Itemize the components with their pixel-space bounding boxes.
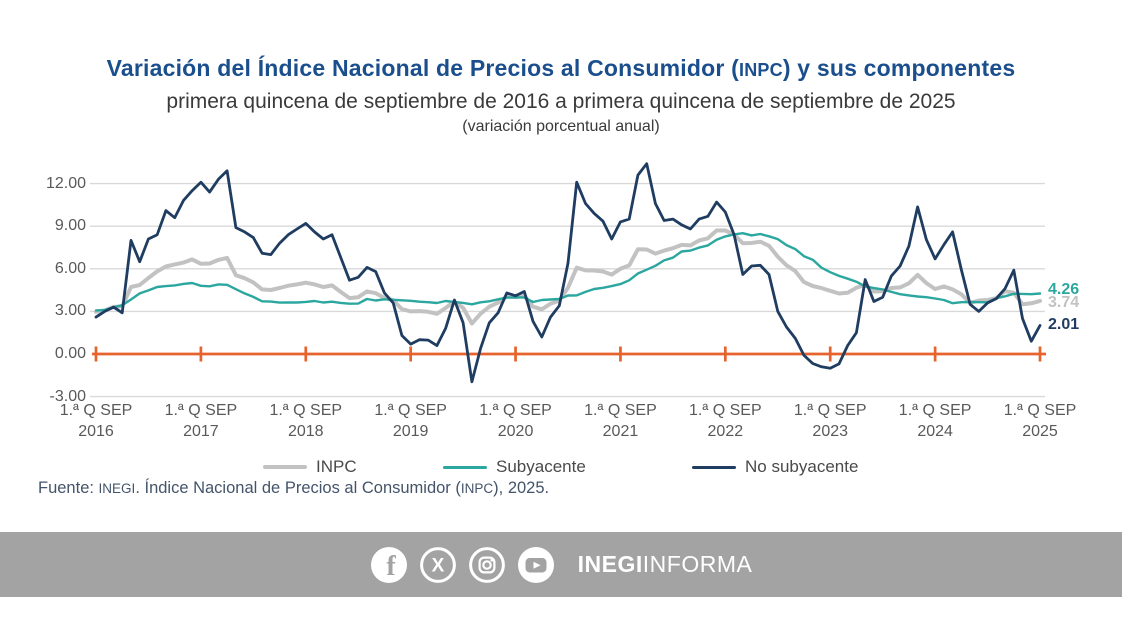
- series-line-subyacente: [94, 231, 1042, 312]
- y-axis-tick-label: -3.00: [49, 387, 86, 405]
- legend-item-no-subyacente: No subyacente: [692, 457, 858, 477]
- x-axis-tick-label: 1.ª Q SEP 2020: [479, 402, 552, 440]
- svg-text:f: f: [386, 551, 396, 582]
- y-axis-tick-label: 6.00: [54, 259, 86, 277]
- inegi-informa-brand: INEGIINFORMA: [578, 551, 753, 578]
- title-acronym: INPC: [739, 60, 783, 80]
- page-title: Variación del Índice Nacional de Precios…: [0, 55, 1122, 82]
- title-text: Variación del Índice Nacional de Precios…: [106, 55, 739, 81]
- legend-item-inpc: INPC: [263, 457, 357, 477]
- source-post: ), 2025.: [493, 479, 550, 497]
- brand-light: INFORMA: [642, 551, 753, 577]
- source-inpc-acronym: INPC: [460, 481, 494, 496]
- source-pre: Fuente:: [38, 479, 99, 497]
- footer-bar: f X INEGIINFORMA: [0, 532, 1122, 597]
- series-line-no-subyacente: [94, 162, 1042, 384]
- y-axis-tick-label: 3.00: [54, 302, 86, 320]
- series-end-label-no-subyacente: 2.01: [1048, 316, 1080, 334]
- x-axis-tick-label: 1.ª Q SEP 2022: [689, 402, 762, 440]
- legend-swatch: [692, 465, 736, 469]
- y-axis-tick-label: 12.00: [45, 174, 86, 192]
- legend-item-subyacente: Subyacente: [443, 457, 586, 477]
- series-line-inpc: [94, 228, 1042, 326]
- x-axis-tick-label: 1.ª Q SEP 2024: [898, 402, 972, 440]
- x-axis-tick-label: 1.ª Q SEP 2019: [374, 402, 447, 440]
- x-axis-tick-label: 1.ª Q SEP 2023: [793, 402, 867, 440]
- x-axis-tick-label: 1.ª Q SEP 2021: [584, 402, 657, 440]
- source-inegi-acronym: INEGI: [98, 481, 136, 496]
- instagram-icon[interactable]: [468, 546, 506, 584]
- legend-swatch: [263, 465, 307, 469]
- svg-text:X: X: [431, 555, 444, 576]
- brand-bold: INEGI: [577, 551, 643, 577]
- x-axis-tick-label: 1.ª Q SEP 2018: [269, 402, 343, 440]
- facebook-icon[interactable]: f: [370, 546, 408, 584]
- x-axis-tick-label: 1.ª Q SEP 2016: [59, 402, 133, 440]
- y-axis-tick-label: 9.00: [54, 217, 86, 235]
- chart-subtitle: primera quincena de septiembre de 2016 a…: [166, 90, 956, 113]
- source-mid: . Índice Nacional de Precios al Consumid…: [135, 479, 461, 497]
- x-icon[interactable]: X: [419, 546, 457, 584]
- legend-swatch: [443, 465, 487, 469]
- x-axis-tick-label: 1.ª Q SEP 2017: [164, 402, 238, 440]
- youtube-icon[interactable]: [517, 546, 555, 584]
- y-axis-tick-label: 0.00: [54, 345, 86, 362]
- x-axis-tick-label: 1.ª Q SEP 2025: [1003, 402, 1077, 440]
- chart-units-note: (variación porcentual anual): [462, 118, 660, 135]
- source-note: Fuente: INEGI. Índice Nacional de Precio…: [38, 479, 549, 498]
- series-end-label-inpc: 3.74: [1048, 293, 1080, 311]
- title-text-end: ) y sus componentes: [782, 55, 1016, 81]
- series-end-label-subyacente: 4.26: [1048, 280, 1080, 298]
- legend-label: Subyacente: [496, 457, 586, 476]
- legend-label: No subyacente: [745, 457, 859, 476]
- legend-label: INPC: [316, 457, 357, 476]
